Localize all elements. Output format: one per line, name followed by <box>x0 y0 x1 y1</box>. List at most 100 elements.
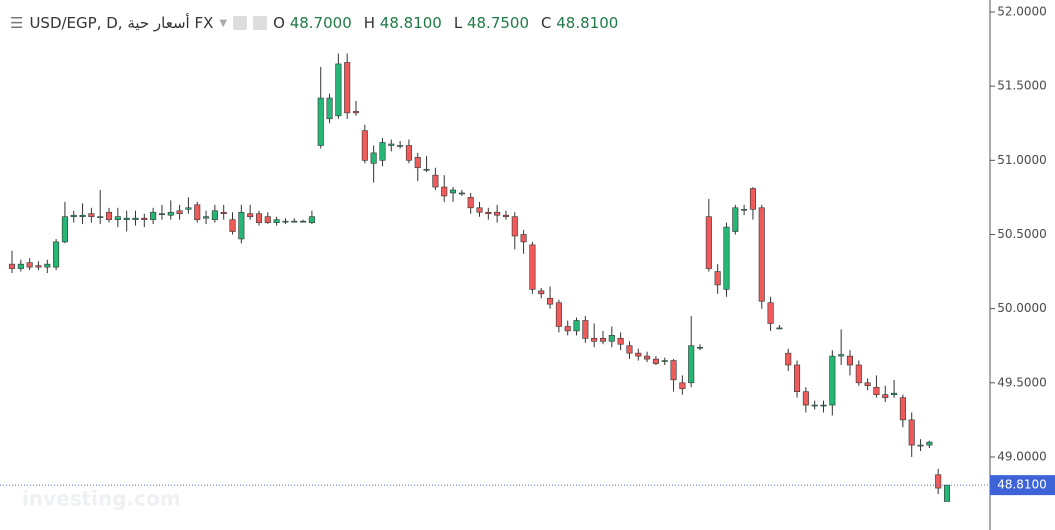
candle-body <box>908 419 915 446</box>
candle-body <box>247 213 254 217</box>
candle-body <box>494 211 501 216</box>
candle-body <box>335 63 342 117</box>
candle-body <box>652 358 659 364</box>
candle-body <box>635 352 642 357</box>
ohlc-legend: O 48.7000 H 48.8100 L 48.7500 C 48.8100 <box>273 14 618 32</box>
candle-body <box>397 145 404 147</box>
candle-body <box>132 217 139 220</box>
candle-body <box>467 197 474 209</box>
candle-body <box>255 213 263 223</box>
candle-body <box>273 219 280 223</box>
visibility-icon[interactable] <box>233 16 248 30</box>
ohlc-item: O 48.7000 <box>273 14 352 32</box>
candle-body <box>617 338 624 345</box>
candle-body <box>670 360 677 381</box>
ohlc-item: H 48.8100 <box>364 14 442 32</box>
ohlc-value: 48.7500 <box>466 14 529 32</box>
candle-body <box>829 355 836 406</box>
candle-body <box>661 360 668 362</box>
candle-body <box>891 392 898 395</box>
candle-body <box>88 213 95 217</box>
candle-body <box>749 188 756 210</box>
candle-body <box>776 327 783 330</box>
ohlc-item: C 48.8100 <box>541 14 618 32</box>
candle-body <box>820 404 827 407</box>
last-price-label: 48.8100 <box>997 478 1047 492</box>
candle-body <box>441 186 448 197</box>
y-tick-label: 50.5000 <box>997 227 1047 241</box>
watermark: investing.com <box>22 487 181 511</box>
candle-body <box>679 382 686 390</box>
candle-body <box>758 207 765 302</box>
y-tick-label: 49.5000 <box>997 375 1047 389</box>
candle-body <box>70 214 77 217</box>
y-tick-label: 49.0000 <box>997 449 1047 463</box>
candle-body <box>141 217 148 220</box>
candle-body <box>379 142 386 161</box>
candle-body <box>344 62 351 114</box>
y-tick-label: 52.0000 <box>997 5 1047 19</box>
candle-body <box>538 290 545 295</box>
candle-body <box>855 364 862 384</box>
candle-body <box>485 211 492 215</box>
candle-body <box>388 143 395 146</box>
candle-body <box>767 302 774 324</box>
candle-body <box>458 192 465 195</box>
symbol-title[interactable]: USD/EGP, D, أسعار حية FX <box>29 14 214 32</box>
candle-body <box>300 220 307 223</box>
candle-body <box>211 210 218 220</box>
ohlc-item: L 48.7500 <box>454 14 529 32</box>
settings-icon[interactable] <box>253 16 268 30</box>
candle-body <box>899 397 906 421</box>
header: ☰ USD/EGP, D, أسعار حية FX ▼ O 48.7000 H … <box>10 14 618 32</box>
candle-body <box>79 214 86 217</box>
candle-body <box>714 271 721 286</box>
ohlc-key: C <box>541 14 552 32</box>
candle-body <box>476 207 483 213</box>
candle-body <box>326 97 333 120</box>
candle-body <box>105 211 113 220</box>
dropdown-arrow[interactable]: ▼ <box>219 17 228 29</box>
y-tick-label: 51.0000 <box>997 153 1047 167</box>
candle-body <box>97 216 104 218</box>
menu-icon[interactable]: ☰ <box>10 14 24 32</box>
candle-body <box>555 302 562 327</box>
ohlc-value: 48.8100 <box>379 14 442 32</box>
candle-body <box>846 355 854 366</box>
candle-body <box>873 386 880 395</box>
candle-body <box>53 241 60 268</box>
candle-body <box>308 216 315 223</box>
candle-body <box>705 216 712 269</box>
ohlc-value: 48.7000 <box>289 14 352 32</box>
candle-body <box>696 346 704 349</box>
candle-body <box>608 335 615 342</box>
candle-body <box>591 338 598 342</box>
ohlc-key: H <box>363 14 376 32</box>
candle-body <box>35 265 42 268</box>
candle-body <box>317 97 324 146</box>
candle-body <box>229 219 236 232</box>
candle-body <box>220 211 227 215</box>
candle-body <box>123 217 130 220</box>
candle-body <box>405 145 412 161</box>
candle-body <box>167 211 174 216</box>
candle-body <box>238 211 245 240</box>
candle-body <box>838 354 845 357</box>
candle-body <box>794 364 801 392</box>
candle-body <box>8 263 16 269</box>
candle-body <box>599 338 607 342</box>
candle-body <box>520 234 527 243</box>
candle-body <box>114 216 121 220</box>
candle-body <box>644 355 651 360</box>
candle-body <box>17 263 24 269</box>
candle-body <box>547 297 554 305</box>
candle-body <box>282 220 289 223</box>
candle-body <box>864 382 871 387</box>
candle-body <box>811 404 818 407</box>
candle-body <box>741 208 748 211</box>
candle-body <box>450 189 457 194</box>
candle-body <box>511 216 518 237</box>
candle-body <box>370 152 377 164</box>
